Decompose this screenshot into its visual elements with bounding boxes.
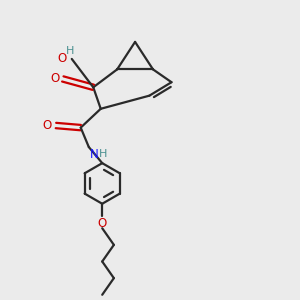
Text: O: O <box>50 72 59 86</box>
Text: H: H <box>66 46 74 56</box>
Text: O: O <box>57 52 66 64</box>
Text: N: N <box>89 148 98 160</box>
Text: H: H <box>99 149 107 159</box>
Text: O: O <box>43 119 52 132</box>
Text: O: O <box>98 217 107 230</box>
